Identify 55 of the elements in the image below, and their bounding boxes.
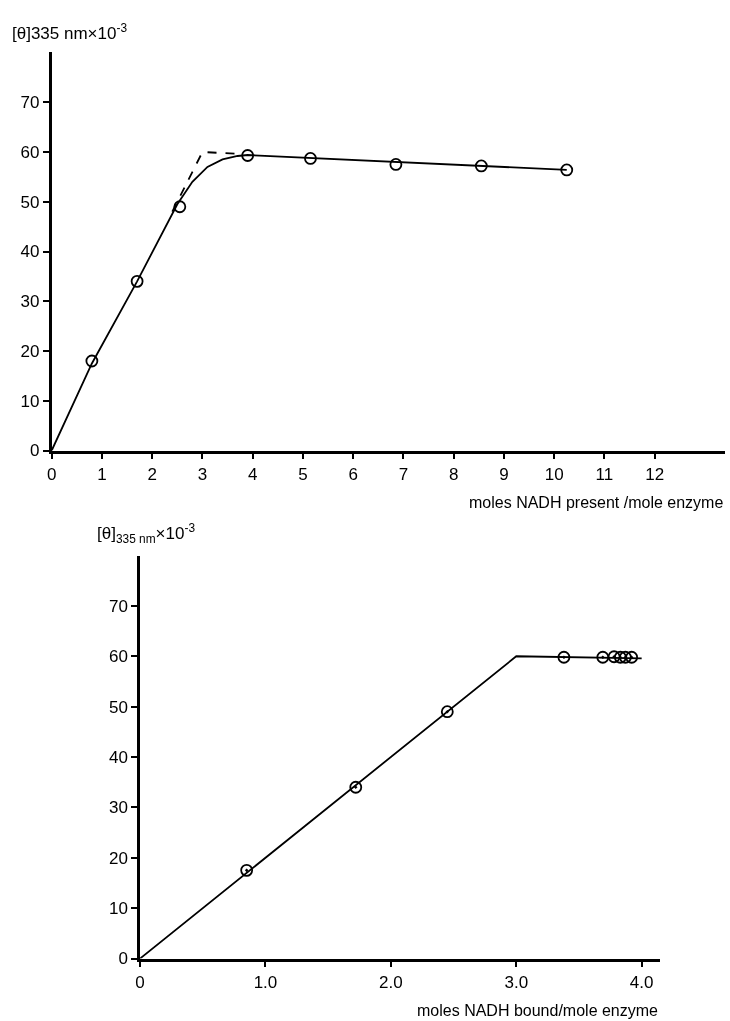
point — [557, 650, 571, 664]
x-tick-label: 1.0 — [253, 972, 278, 992]
y-tick-label: 50 — [109, 697, 128, 717]
x-tick-label: 12 — [645, 464, 665, 484]
x-tick-label: 7 — [398, 464, 409, 484]
y-tick-label: 30 — [109, 798, 128, 818]
x-tick-label: 0 — [135, 972, 145, 992]
x-tick-label: 9 — [499, 464, 509, 484]
point — [607, 650, 621, 664]
point — [389, 158, 403, 171]
x-tick-label: 6 — [348, 464, 358, 484]
point — [85, 354, 99, 368]
y-tick-label: 0 — [30, 441, 40, 461]
y-tick-label: 0 — [118, 949, 128, 969]
y-tick-label: 40 — [20, 242, 40, 262]
y-tick-label: 60 — [109, 647, 128, 667]
point — [304, 152, 317, 165]
point — [440, 705, 454, 719]
point — [625, 650, 639, 664]
x-axis-title: moles NADH present /mole enzyme — [469, 494, 724, 511]
y-tick-label: 70 — [109, 596, 128, 616]
point — [241, 149, 255, 162]
x-tick-label: 5 — [298, 464, 308, 484]
y-axis-title: [θ]335 nm×10$^{-3}$ — [12, 21, 128, 44]
x-tick-label: 4.0 — [629, 972, 654, 992]
point — [618, 650, 632, 664]
y-axis-title: [θ]$_{335 nm}$×10$^{-3}$ — [97, 521, 196, 546]
y-tick-label: 10 — [20, 391, 40, 411]
x-tick-label: 3.0 — [504, 972, 529, 992]
y-tick-label: 70 — [20, 93, 40, 113]
point — [349, 780, 363, 794]
point — [596, 650, 610, 664]
x-tick-label: 2 — [147, 464, 157, 484]
y-tick-label: 50 — [20, 192, 40, 212]
point — [613, 650, 627, 664]
point — [240, 863, 254, 877]
point — [130, 274, 144, 288]
y-tick-label: 60 — [20, 142, 40, 162]
point — [560, 163, 574, 177]
y-tick-label: 30 — [20, 292, 40, 312]
y-tick-label: 20 — [109, 848, 128, 868]
x-axis-title: moles NADH bound/mole enzyme — [417, 1002, 659, 1019]
x-tick-label: 11 — [595, 464, 614, 484]
x-tick-label: 3 — [197, 464, 208, 484]
x-tick-label: 0 — [46, 464, 57, 484]
y-tick-label: 10 — [109, 899, 128, 919]
y-tick-label: 40 — [109, 747, 128, 767]
x-tick-label: 1 — [97, 464, 107, 484]
point — [474, 159, 488, 173]
y-tick-label: 20 — [20, 341, 40, 361]
x-tick-label: 4 — [247, 464, 258, 484]
x-tick-label: 8 — [448, 464, 459, 484]
point — [173, 200, 187, 214]
x-tick-label: 2.0 — [379, 972, 403, 992]
x-tick-label: 10 — [544, 464, 564, 484]
